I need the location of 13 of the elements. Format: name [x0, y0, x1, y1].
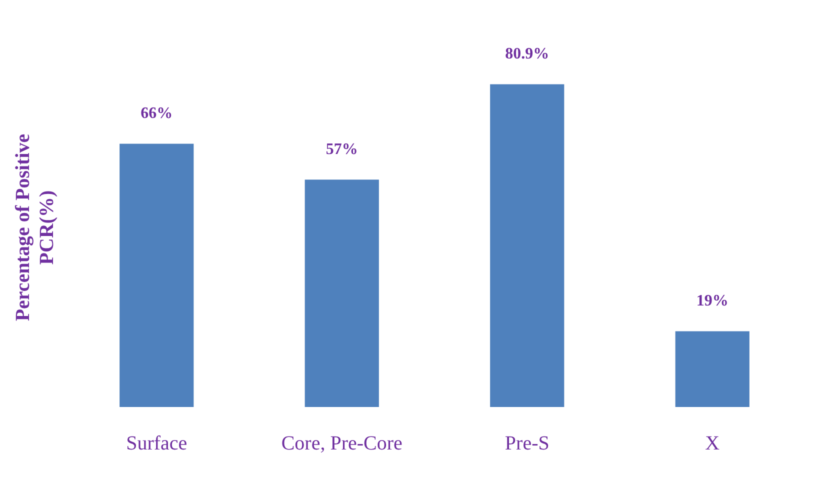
bar	[675, 331, 750, 407]
bar	[304, 180, 379, 407]
data-label: 57%	[326, 140, 358, 158]
x-tick-label: X	[705, 432, 720, 454]
data-label: 80.9%	[505, 45, 550, 62]
x-tick-label: Core, Pre-Core	[281, 432, 403, 454]
bar	[490, 84, 564, 407]
x-tick-label: Surface	[126, 432, 188, 454]
data-label: 66%	[140, 104, 173, 122]
x-tick-label: Pre-S	[504, 432, 550, 454]
bar	[120, 144, 194, 407]
y-axis-title: Percentage of Positive PCR(%)	[12, 134, 58, 322]
data-label: 19%	[696, 292, 728, 310]
